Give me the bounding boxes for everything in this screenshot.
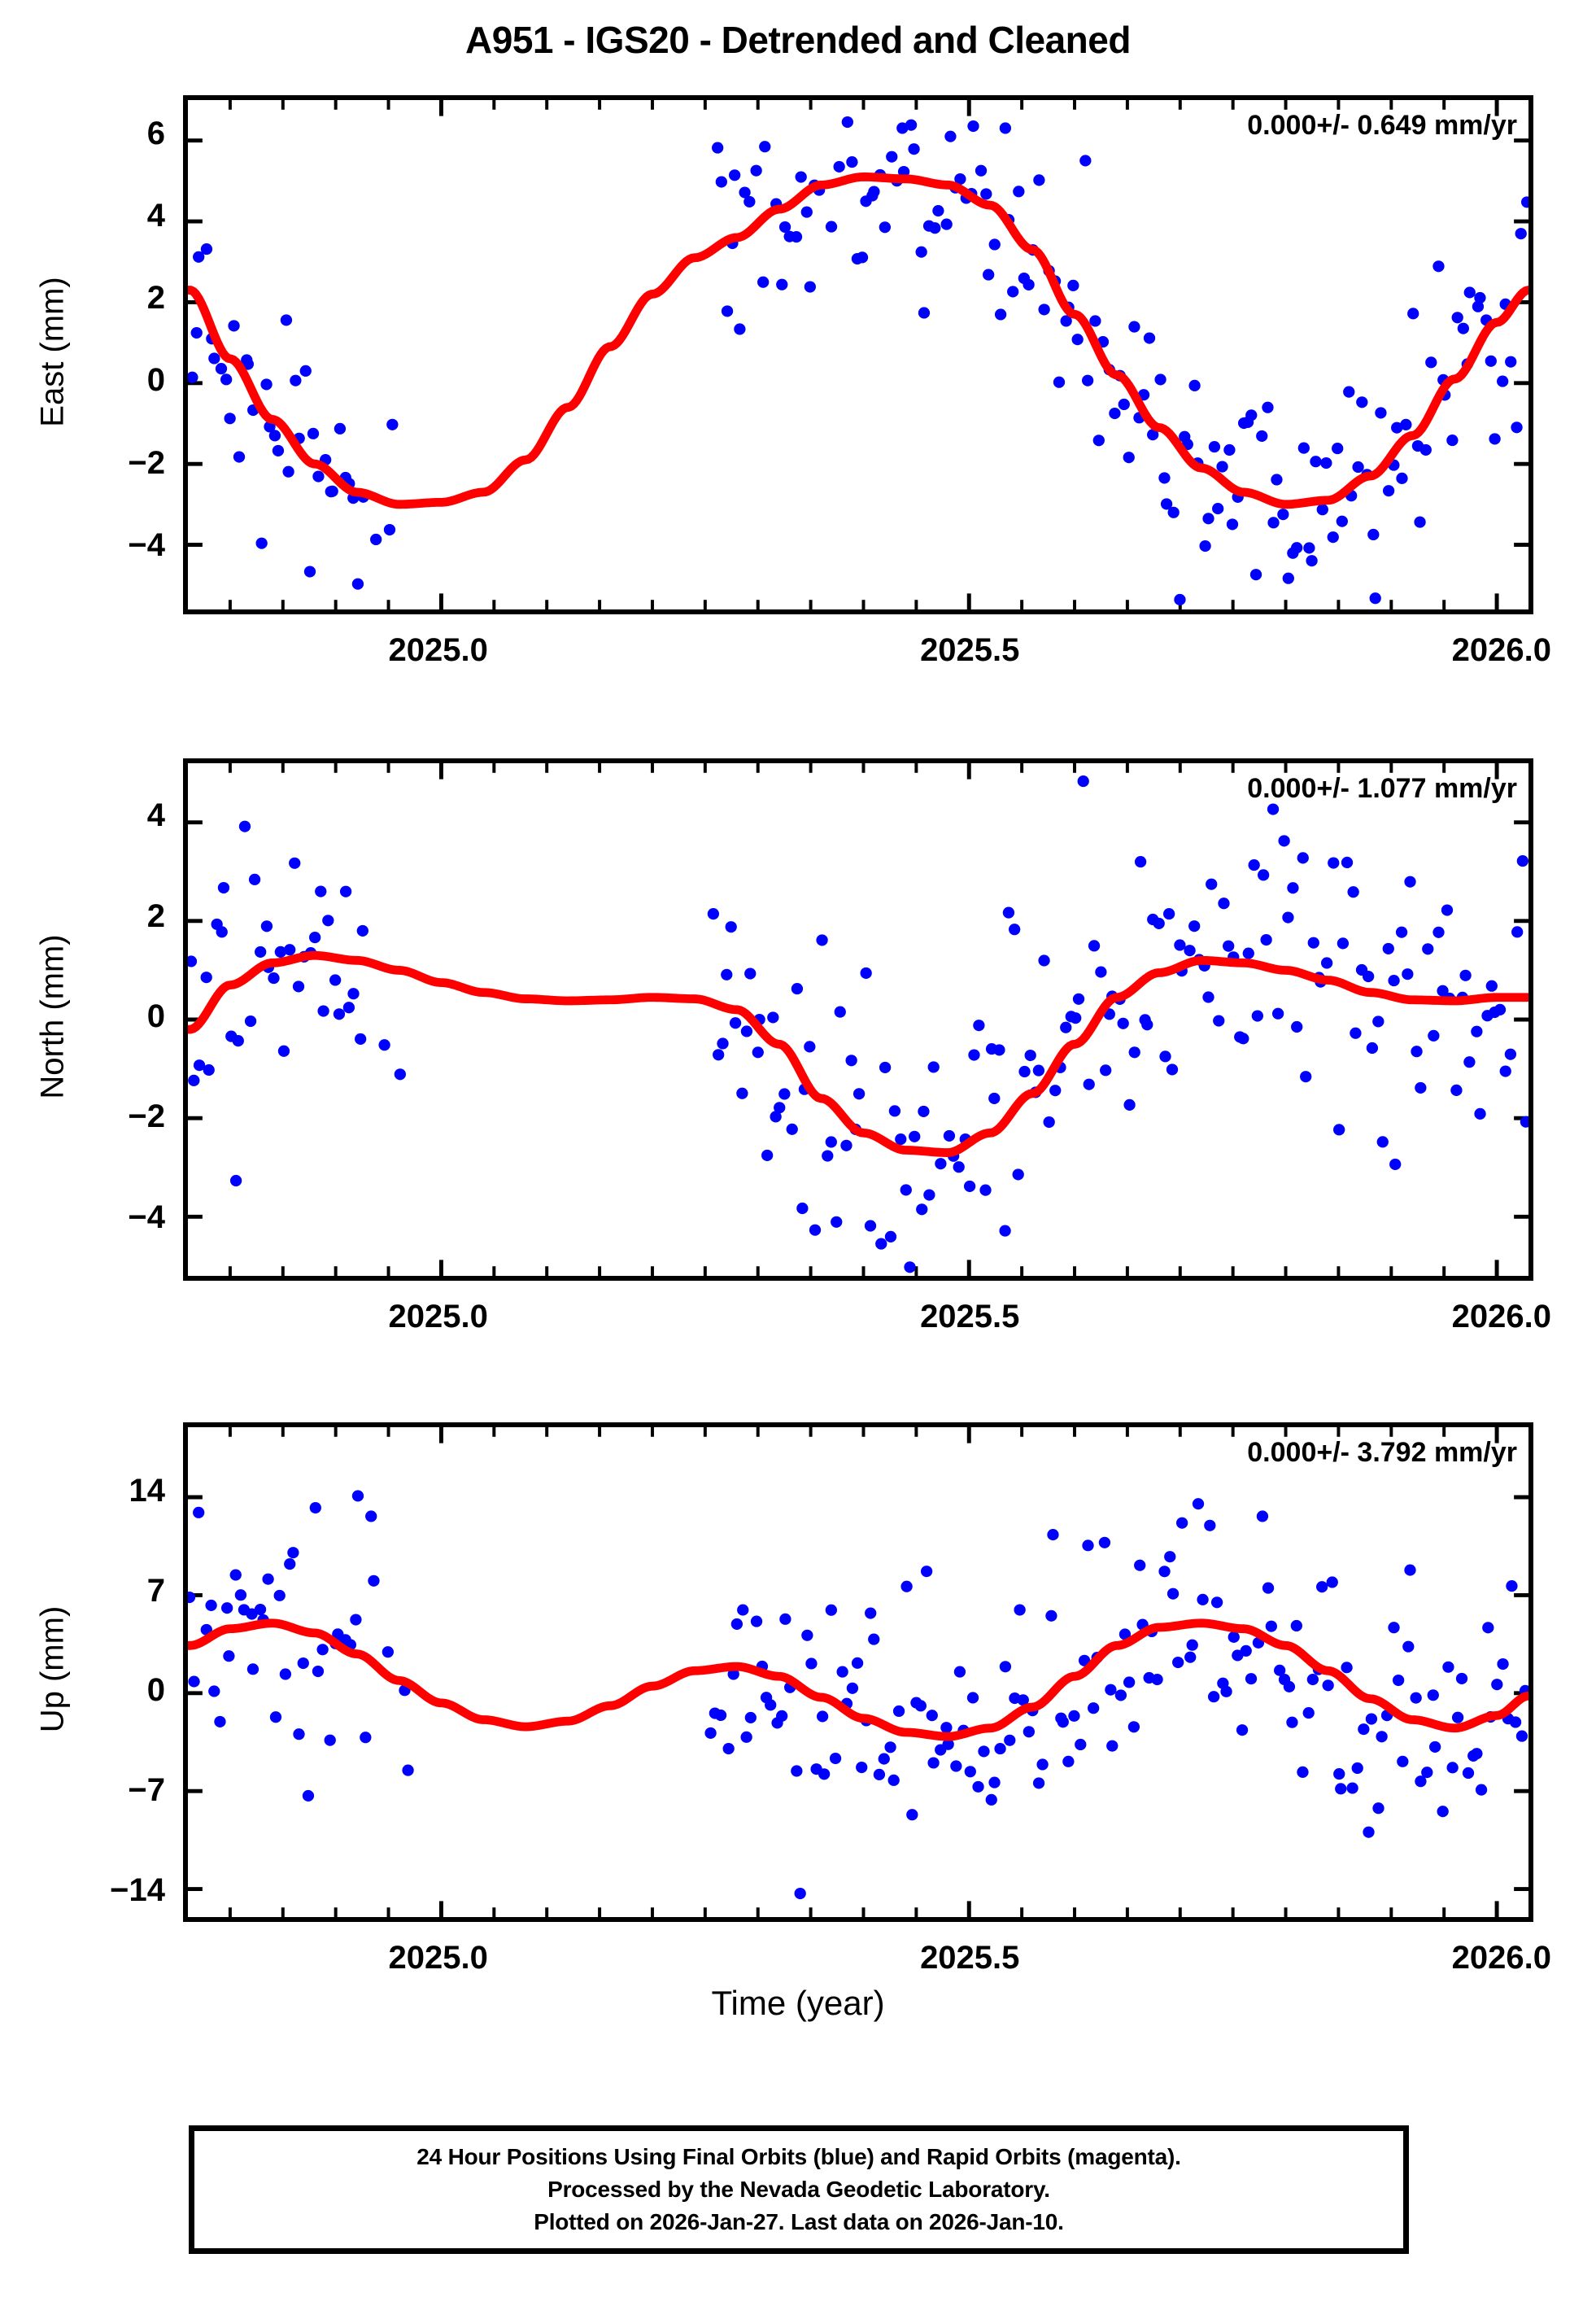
y-tick-label-east: −2	[128, 444, 165, 481]
y-tick-label-up: −7	[128, 1772, 165, 1809]
x-tick-label-up: 2025.5	[920, 1940, 1020, 1976]
y-tick-label-north: 4	[146, 797, 165, 834]
x-tick-label-north: 2025.0	[388, 1299, 488, 1334]
data-points	[188, 775, 1528, 1273]
data-points	[188, 116, 1528, 606]
axis-ticks	[188, 1427, 1528, 1917]
plot-area-east	[188, 100, 1528, 609]
y-tick-label-north: −4	[128, 1199, 165, 1235]
rate-annotation-east: 0.000+/- 0.649 mm/yr	[1247, 110, 1517, 141]
y-tick-label-east: −4	[128, 526, 165, 563]
y-tick-label-east: 2	[146, 280, 165, 317]
fit-curve	[188, 1618, 1528, 1741]
y-axis-label-north: North (mm)	[34, 934, 71, 1099]
panel-up	[183, 1422, 1533, 1922]
x-tick-label-up: 2025.0	[388, 1940, 488, 1976]
y-tick-label-up: 14	[129, 1472, 166, 1509]
fit-curve	[188, 173, 1528, 509]
plot-area-north	[188, 763, 1528, 1276]
y-axis-label-east: East (mm)	[34, 277, 71, 427]
x-tick-label-north: 2025.5	[920, 1299, 1020, 1334]
panel-east	[183, 95, 1533, 614]
y-tick-label-north: 2	[146, 898, 165, 934]
page-title: A951 - IGS20 - Detrended and Cleaned	[465, 19, 1131, 61]
rate-annotation-north: 0.000+/- 1.077 mm/yr	[1247, 773, 1517, 804]
y-tick-label-east: 6	[146, 115, 165, 151]
y-axis-label-up: Up (mm)	[34, 1605, 71, 1733]
y-tick-label-up: 0	[146, 1672, 165, 1709]
x-tick-label-east: 2025.5	[920, 632, 1020, 668]
fit-curve	[188, 950, 1528, 1157]
x-tick-label-east: 2026.0	[1451, 632, 1551, 668]
axis-ticks	[188, 763, 1528, 1276]
footer-line-3: Plotted on 2026-Jan-27. Last data on 202…	[534, 2208, 1064, 2234]
y-tick-label-east: 0	[146, 362, 165, 399]
footer-line-2: Processed by the Nevada Geodetic Laborat…	[547, 2177, 1050, 2203]
panel-north	[183, 758, 1533, 1281]
x-axis-label: Time (year)	[711, 1984, 885, 2022]
x-tick-label-up: 2026.0	[1451, 1940, 1551, 1976]
data-points	[188, 1490, 1528, 1900]
y-tick-label-north: −2	[128, 1098, 165, 1135]
y-tick-label-east: 4	[146, 197, 165, 234]
rate-annotation-up: 0.000+/- 3.792 mm/yr	[1247, 1437, 1517, 1468]
x-tick-label-north: 2026.0	[1451, 1299, 1551, 1334]
footer-line-1: 24 Hour Positions Using Final Orbits (bl…	[416, 2144, 1181, 2170]
plot-area-up	[188, 1427, 1528, 1917]
footer-caption-box: 24 Hour Positions Using Final Orbits (bl…	[189, 2125, 1409, 2254]
y-tick-label-up: 7	[146, 1572, 165, 1609]
x-tick-label-east: 2025.0	[388, 632, 488, 668]
y-tick-label-north: 0	[146, 998, 165, 1034]
y-tick-label-up: −14	[110, 1871, 165, 1908]
